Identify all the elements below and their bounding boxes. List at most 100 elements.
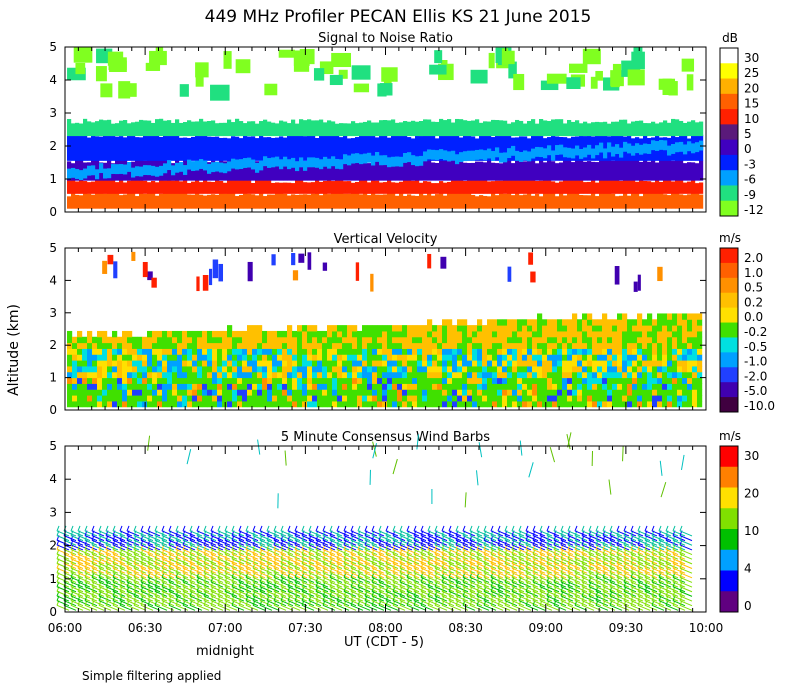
- vv-cell: [117, 348, 123, 355]
- vv-cell: [187, 383, 193, 390]
- wind-barb: [217, 563, 231, 569]
- vv-cell: [87, 400, 93, 408]
- vv-cell: [382, 330, 388, 338]
- wind-barb: [308, 590, 322, 597]
- snr-cell: [355, 181, 360, 194]
- snr-cell: [283, 193, 288, 209]
- snr-cell: [255, 162, 260, 173]
- wind-barb: [175, 530, 189, 537]
- wind-barb: [238, 590, 252, 597]
- vv-cell: [342, 395, 348, 402]
- vv-cell: [507, 325, 513, 332]
- snr-cell: [519, 136, 524, 161]
- vv-cell: [267, 377, 273, 384]
- vv-cell: [72, 365, 78, 373]
- wind-barb: [119, 553, 133, 560]
- wind-barb: [336, 581, 350, 588]
- vv-cell: [347, 330, 353, 338]
- vv-cell: [547, 383, 553, 390]
- snr-cell: [551, 135, 556, 161]
- vv-cell: [452, 330, 458, 338]
- wind-barb: [182, 563, 196, 569]
- vv-cell: [542, 389, 548, 396]
- wind-barb: [280, 604, 294, 611]
- vv-cell: [437, 330, 443, 338]
- snr-cell: [387, 157, 392, 168]
- vv-cell: [212, 377, 218, 384]
- vv-cell: [502, 325, 508, 332]
- snr-cell: [403, 133, 408, 161]
- wind-barb: [413, 563, 427, 569]
- vv-cell: [387, 389, 393, 396]
- vv-cell: [317, 389, 323, 396]
- wind-barb: [420, 576, 434, 583]
- snr-cell: [639, 161, 644, 181]
- vv-cell: [687, 371, 693, 379]
- snr-cell: [431, 121, 436, 137]
- snr-cell: [501, 48, 509, 65]
- wind-barb: [336, 563, 350, 569]
- wind-barb: [399, 604, 413, 611]
- vv-cell: [597, 360, 603, 367]
- snr-cell: [451, 178, 456, 194]
- snr-cell: [527, 158, 532, 181]
- wind-barb: [168, 549, 182, 556]
- wind-barb: [210, 572, 224, 579]
- vv-cell: [127, 342, 133, 349]
- snr-cell: [582, 48, 601, 65]
- vv-cell: [477, 319, 483, 326]
- wind-barb: [119, 535, 133, 542]
- snr-cell: [135, 121, 140, 137]
- vv-cell: [102, 336, 108, 344]
- vv-cell: [542, 371, 548, 379]
- wind-barb: [231, 572, 245, 579]
- wind-barb: [273, 525, 277, 532]
- vv-cell: [572, 360, 578, 367]
- snr-cell: [379, 155, 384, 166]
- vv-cell: [552, 383, 558, 390]
- vv-cell: [152, 400, 158, 408]
- wind-barb: [399, 539, 413, 546]
- vv-cell: [397, 383, 403, 390]
- vv-cell: [252, 360, 258, 367]
- vv-cell: [682, 377, 688, 384]
- vv-cell: [562, 348, 568, 355]
- wind-barb: [203, 553, 217, 560]
- vv-cell: [667, 325, 673, 332]
- snr-cell: [543, 191, 548, 209]
- vv-cell: [502, 371, 508, 379]
- vv-cell: [332, 365, 338, 373]
- snr-cell: [151, 165, 156, 176]
- vv-cell: [242, 348, 248, 355]
- vv-cell: [552, 377, 558, 384]
- wind-barb: [427, 553, 441, 560]
- wind-barb: [322, 572, 336, 579]
- vv-cell: [292, 371, 298, 379]
- vv-cell: [482, 342, 488, 349]
- vv-cell: [102, 342, 108, 349]
- wind-barb: [329, 535, 343, 542]
- vv-cell: [472, 365, 478, 373]
- wind-barb: [364, 558, 378, 565]
- vv-cell: [662, 395, 668, 402]
- vv-cell: [312, 371, 318, 379]
- vv-cell: [192, 383, 198, 390]
- vv-cell: [667, 348, 673, 355]
- snr-cell: [367, 163, 372, 181]
- snr-cell: [91, 181, 96, 194]
- wind-barb: [112, 567, 126, 574]
- vv-cell: [652, 395, 658, 402]
- wind-barb: [294, 572, 308, 579]
- vv-cell: [522, 342, 528, 349]
- vv-cell: [657, 360, 663, 367]
- snr-cell: [627, 159, 632, 181]
- vv-cell: [642, 348, 648, 355]
- vv-cell: [131, 251, 136, 261]
- vv-cell: [642, 330, 648, 338]
- vv-cell: [177, 342, 183, 349]
- vv-cell: [132, 383, 138, 390]
- vv-cell: [157, 360, 163, 367]
- wind-barb: [294, 558, 308, 565]
- vv-cell: [297, 371, 303, 379]
- vv-cell: [187, 389, 193, 396]
